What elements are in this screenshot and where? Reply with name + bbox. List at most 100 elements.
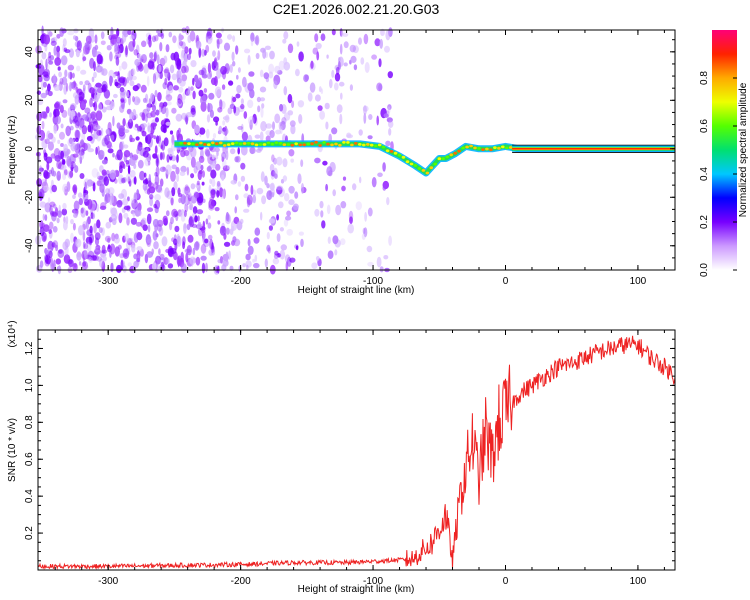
noise-speckle bbox=[178, 40, 184, 47]
noise-speckle bbox=[364, 211, 367, 222]
noise-speckle bbox=[125, 162, 130, 167]
noise-speckle bbox=[247, 245, 254, 255]
noise-speckle bbox=[110, 207, 113, 214]
noise-speckle bbox=[325, 183, 328, 192]
noise-speckle bbox=[136, 254, 141, 266]
x-tick-label: -200 bbox=[231, 276, 251, 287]
noise-speckle bbox=[230, 180, 237, 185]
noise-speckle bbox=[319, 110, 325, 120]
noise-speckle bbox=[54, 57, 62, 66]
noise-speckle bbox=[115, 56, 120, 66]
noise-speckle bbox=[148, 132, 154, 139]
noise-speckle bbox=[65, 82, 69, 92]
noise-speckle bbox=[110, 214, 117, 222]
noise-speckle bbox=[155, 184, 163, 193]
noise-speckle bbox=[157, 92, 162, 102]
ridge-blob bbox=[266, 141, 271, 145]
ridge-blob bbox=[393, 151, 398, 155]
noise-speckle bbox=[282, 175, 288, 182]
y-tick-label: 0.6 bbox=[24, 452, 35, 466]
noise-speckle bbox=[102, 106, 107, 113]
noise-speckle bbox=[326, 204, 331, 215]
noise-speckle bbox=[99, 258, 104, 268]
noise-speckle bbox=[245, 253, 251, 261]
noise-speckle bbox=[84, 107, 91, 114]
noise-speckle bbox=[383, 255, 389, 260]
noise-speckle bbox=[93, 61, 96, 72]
noise-speckle bbox=[175, 113, 183, 122]
noise-speckle bbox=[162, 101, 168, 107]
noise-speckle bbox=[195, 161, 202, 171]
ridge-blob bbox=[421, 169, 426, 172]
noise-speckle bbox=[92, 102, 96, 108]
noise-speckle bbox=[67, 64, 75, 71]
noise-speckle bbox=[187, 86, 191, 95]
noise-speckle bbox=[114, 233, 119, 240]
noise-speckle bbox=[63, 84, 68, 95]
noise-speckle bbox=[184, 114, 189, 123]
noise-speckle bbox=[246, 264, 249, 271]
noise-speckle bbox=[102, 256, 107, 262]
noise-speckle bbox=[243, 208, 250, 213]
noise-speckle bbox=[145, 177, 148, 185]
noise-speckle bbox=[198, 89, 204, 97]
noise-speckle bbox=[291, 100, 295, 108]
noise-speckle bbox=[75, 86, 79, 93]
y-tick-label: 0 bbox=[24, 146, 35, 152]
noise-speckle bbox=[154, 194, 162, 201]
noise-speckle bbox=[113, 93, 118, 99]
noise-speckle bbox=[62, 241, 69, 250]
noise-speckle bbox=[335, 204, 342, 216]
noise-speckle bbox=[155, 255, 162, 265]
colorbar: 0.0 0.2 0.4 0.6 0.8 Normalized spectral ampl… bbox=[699, 30, 749, 277]
noise-speckle bbox=[166, 154, 170, 163]
noise-speckle bbox=[96, 256, 103, 262]
noise-speckle bbox=[80, 207, 84, 214]
noise-speckle bbox=[79, 81, 83, 85]
noise-speckle bbox=[80, 69, 87, 75]
noise-speckle bbox=[169, 221, 173, 231]
noise-speckle bbox=[92, 182, 96, 192]
noise-speckle bbox=[159, 253, 165, 261]
noise-speckle bbox=[53, 73, 56, 85]
noise-speckle bbox=[118, 193, 125, 200]
noise-speckle bbox=[359, 176, 362, 184]
noise-speckle bbox=[342, 176, 347, 181]
noise-speckle bbox=[223, 232, 227, 240]
noise-speckle bbox=[69, 48, 74, 58]
noise-speckle bbox=[180, 263, 187, 274]
noise-speckle bbox=[184, 203, 189, 213]
noise-speckle bbox=[388, 120, 394, 128]
noise-speckle bbox=[208, 92, 215, 100]
noise-speckle bbox=[183, 209, 187, 218]
noise-speckle bbox=[379, 38, 384, 49]
noise-speckle bbox=[56, 33, 61, 39]
noise-speckle bbox=[38, 165, 43, 177]
noise-speckle bbox=[82, 241, 86, 250]
noise-speckle bbox=[146, 213, 152, 225]
noise-speckle bbox=[61, 164, 67, 171]
noise-speckle bbox=[152, 230, 158, 241]
noise-speckle bbox=[276, 233, 281, 243]
x-tick-label: 100 bbox=[630, 576, 647, 587]
noise-speckle bbox=[50, 40, 57, 46]
noise-speckle bbox=[118, 43, 124, 54]
noise-speckle bbox=[66, 155, 72, 167]
noise-speckle bbox=[177, 192, 183, 198]
noise-speckle bbox=[203, 49, 207, 56]
y-tick-label: 1.2 bbox=[24, 341, 35, 355]
noise-speckle bbox=[121, 177, 126, 184]
noise-speckle bbox=[181, 209, 184, 214]
noise-speckle bbox=[110, 134, 115, 141]
noise-speckle bbox=[40, 59, 43, 68]
noise-speckle bbox=[72, 92, 80, 99]
noise-speckle bbox=[136, 250, 141, 262]
noise-speckle bbox=[159, 42, 163, 52]
noise-speckle bbox=[198, 69, 205, 76]
noise-speckle bbox=[144, 157, 151, 167]
ridge-blob bbox=[381, 145, 386, 149]
ridge-blob bbox=[354, 142, 358, 145]
noise-speckle bbox=[86, 135, 93, 142]
noise-speckle bbox=[325, 121, 329, 130]
noise-speckle bbox=[388, 127, 392, 136]
